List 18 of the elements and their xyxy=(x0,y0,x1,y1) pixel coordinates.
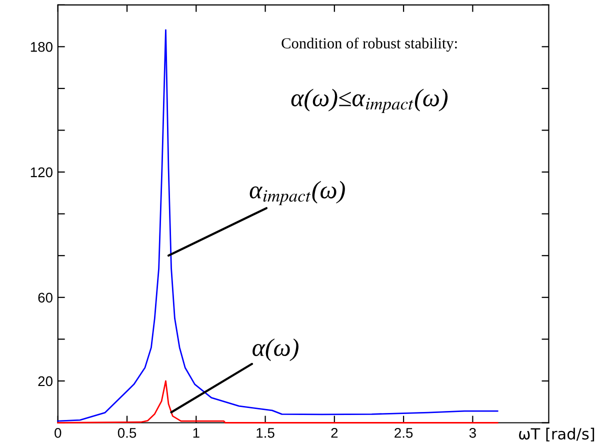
y-tick-label: 120 xyxy=(30,167,52,178)
line-series xyxy=(57,29,498,422)
y-tick-label: 20 xyxy=(38,376,52,386)
annotation: α(ω) xyxy=(252,338,298,362)
y-tick-label: 60 xyxy=(38,292,52,303)
x-tick-label: 1 xyxy=(193,428,200,438)
x-tick-label: 2.5 xyxy=(394,428,413,438)
line-series xyxy=(57,380,498,424)
y-tick-label: 180 xyxy=(30,42,52,52)
x-tick-label: 0 xyxy=(54,428,62,438)
x-tick-label: 3 xyxy=(469,428,476,438)
x-tick-label: 0.5 xyxy=(118,428,136,438)
annotation: α$_{impact}$(ω) xyxy=(250,180,345,206)
x-tick-label: 2 xyxy=(331,428,338,438)
x-axis-title: ωT [rad/s] xyxy=(519,428,594,442)
annotation: α(ω)≤α$_{impact}$(ω) xyxy=(291,88,448,113)
x-tick-label: 1.5 xyxy=(256,428,274,438)
annotation: Condition of robust stability: xyxy=(282,38,457,52)
